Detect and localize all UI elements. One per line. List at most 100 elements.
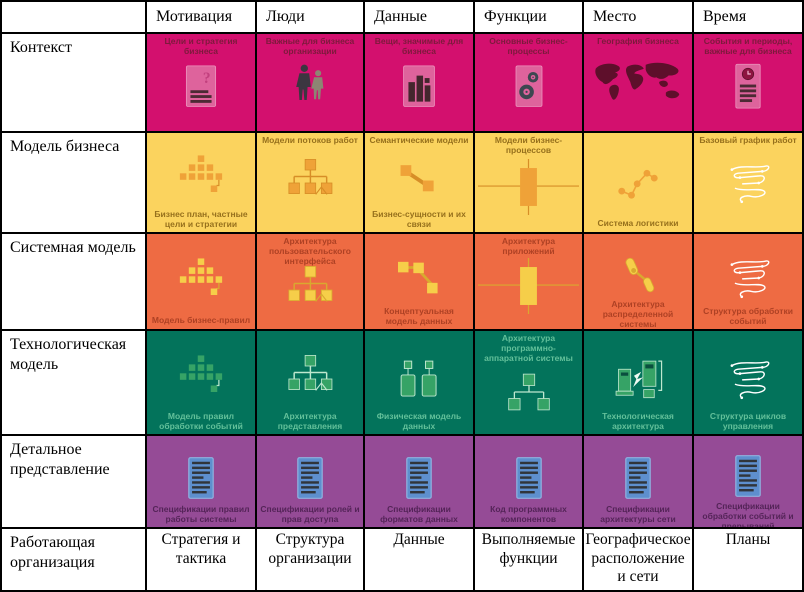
cell-label: Архитектура представления bbox=[277, 411, 343, 432]
cell-technology-people: Архитектура представления bbox=[257, 331, 363, 434]
row-header-label: Системная модель bbox=[10, 239, 136, 256]
cell-label-spacer bbox=[368, 334, 470, 345]
cell-business-motivation: Бизнес план, частные цели и стратегии bbox=[147, 133, 255, 232]
cell-business-time: Базовый график работ bbox=[694, 133, 802, 232]
cell-technology-functions: Архитектура программно-аппаратной систем… bbox=[475, 331, 582, 434]
cell-label-spacer bbox=[150, 237, 252, 248]
cell-label-spacer bbox=[697, 219, 799, 230]
column-header-label: Место bbox=[593, 8, 637, 25]
cell-label-spacer bbox=[478, 439, 579, 450]
row-header-business-model: Модель бизнеса bbox=[2, 133, 145, 232]
column-header-functions: Функции bbox=[475, 2, 582, 32]
row-header-context: Контекст bbox=[2, 34, 145, 131]
event-structure-sketch-icon bbox=[713, 253, 783, 303]
cell-label: Система логистики bbox=[597, 218, 679, 228]
cell-label-spacer bbox=[150, 118, 252, 129]
cell-context-data: Вещи, значимые для бизнеса bbox=[365, 34, 473, 131]
cell-context-motivation: Цели и стратегия бизнеса bbox=[147, 34, 255, 131]
cell-detail-motivation: Спецификации правил работы системы bbox=[147, 436, 255, 527]
footer-label: Структура организации bbox=[268, 531, 352, 567]
cell-label-spacer bbox=[260, 439, 360, 450]
cell-label: Спецификации ролей и прав доступа bbox=[260, 504, 360, 525]
column-header-people: Люди bbox=[257, 2, 363, 32]
cell-label: Спецификации правил работы системы bbox=[152, 504, 250, 525]
people-icon bbox=[284, 61, 336, 113]
cell-label: Семантические модели bbox=[369, 135, 469, 145]
cell-system-people: Архитектура пользовательского интерфейса bbox=[257, 234, 363, 329]
cell-business-people: Модели потоков работ bbox=[257, 133, 363, 232]
process-column-icon bbox=[478, 258, 579, 315]
cell-label-spacer bbox=[150, 439, 252, 450]
cell-label: Спецификации форматов данных bbox=[380, 504, 458, 525]
column-header-data: Данные bbox=[365, 2, 473, 32]
logistics-network-icon bbox=[612, 157, 664, 209]
cell-detail-time: Спецификации обработки событий и прерыва… bbox=[694, 436, 802, 527]
cell-label-spacer bbox=[587, 439, 689, 450]
footer-label: Выполняемые функции bbox=[481, 531, 576, 567]
cell-system-place: Архитектура распределенной системы bbox=[584, 234, 692, 329]
column-header-label: Данные bbox=[374, 8, 427, 25]
cell-label: Архитектура программно-аппаратной систем… bbox=[484, 333, 573, 363]
cell-label-spacer bbox=[478, 421, 579, 432]
cell-label-spacer bbox=[697, 334, 799, 345]
linked-entities-icon bbox=[393, 257, 445, 299]
footer-cell-org-structure: Структура организации bbox=[257, 529, 363, 590]
workflow-chart-icon bbox=[284, 353, 336, 405]
cell-label: География бизнеса bbox=[597, 36, 679, 46]
row-header-technology-model: Технологическая модель bbox=[2, 331, 145, 434]
cell-label: Структура циклов управления bbox=[709, 411, 787, 432]
cell-label: Спецификации обработки событий и прерыва… bbox=[702, 501, 794, 527]
footer-label: Географическое расположение и сети bbox=[585, 531, 691, 586]
cell-label: Модель правил обработки событий bbox=[159, 411, 243, 432]
cell-label: Базовый график работ bbox=[699, 135, 797, 145]
cell-label-spacer bbox=[260, 334, 360, 345]
specification-document-icon bbox=[175, 452, 227, 504]
business-things-icon bbox=[393, 61, 445, 113]
cell-label: Основные бизнес-процессы bbox=[489, 36, 568, 56]
row-header-label: Технологическая модель bbox=[10, 336, 127, 373]
cell-label: Архитектура распределенной системы bbox=[602, 299, 674, 329]
cell-label: Технологическая архитектура bbox=[602, 411, 674, 432]
row-header-label: Модель бизнеса bbox=[10, 138, 120, 155]
world-map-icon bbox=[589, 59, 687, 107]
cell-label-spacer bbox=[587, 118, 689, 129]
footer-cell-plans: Планы bbox=[694, 529, 802, 590]
footer-cell-geography: Географическое расположение и сети bbox=[584, 529, 692, 590]
distributed-system-icon bbox=[612, 248, 664, 300]
cell-system-data: Концептуальная модель данных bbox=[365, 234, 473, 329]
cell-technology-data: Физическая модель данных bbox=[365, 331, 473, 434]
pyramid-icon bbox=[175, 353, 227, 405]
cell-business-functions: Модели бизнес-процессов bbox=[475, 133, 582, 232]
footer-cell-functions: Выполняемые функции bbox=[475, 529, 582, 590]
cell-label: Бизнес план, частные цели и стратегии bbox=[154, 209, 248, 230]
cell-label: Модели потоков работ bbox=[262, 135, 358, 145]
cell-label-spacer bbox=[697, 439, 799, 450]
cell-detail-place: Спецификации архитектуры сети bbox=[584, 436, 692, 527]
cell-detail-functions: Код программных компонентов bbox=[475, 436, 582, 527]
column-header-label: Функции bbox=[484, 8, 547, 25]
cell-label-spacer bbox=[260, 118, 360, 129]
cell-label-spacer bbox=[368, 439, 470, 450]
workflow-chart-icon bbox=[284, 264, 336, 316]
cell-label: Модели бизнес-процессов bbox=[494, 135, 563, 155]
cell-technology-place: Технологическая архитектура bbox=[584, 331, 692, 434]
cell-label: Архитектура приложений bbox=[501, 236, 556, 256]
column-header-place: Место bbox=[584, 2, 692, 32]
cell-label-spacer bbox=[368, 118, 470, 129]
cell-label-spacer bbox=[587, 136, 689, 147]
cell-context-place: География бизнеса bbox=[584, 34, 692, 131]
cell-label-spacer bbox=[150, 334, 252, 345]
pyramid-icon bbox=[175, 153, 227, 205]
cell-business-data: Семантические модели Бизнес-сущности и и… bbox=[365, 133, 473, 232]
pyramid-icon bbox=[175, 256, 227, 308]
cell-label: Цели и стратегия бизнеса bbox=[164, 36, 238, 56]
cell-label-spacer bbox=[587, 237, 689, 248]
row-header-label: Контекст bbox=[10, 39, 72, 56]
cell-label: Код программных компонентов bbox=[490, 504, 567, 525]
cell-label-spacer bbox=[587, 334, 689, 345]
process-disks-icon bbox=[503, 61, 555, 113]
cell-context-people: Важные для бизнеса организации bbox=[257, 34, 363, 131]
cell-label: Структура обработки событий bbox=[703, 306, 793, 327]
row-header-label: Детальное представление bbox=[10, 441, 110, 478]
